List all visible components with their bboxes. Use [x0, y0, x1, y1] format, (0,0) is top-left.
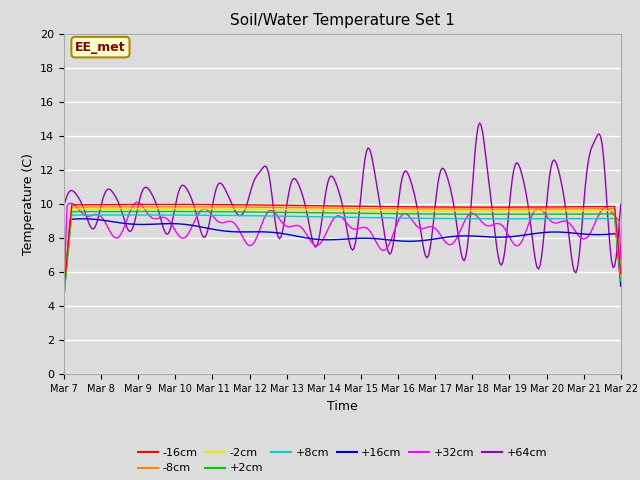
- X-axis label: Time: Time: [327, 400, 358, 413]
- Legend: -16cm, -8cm, -2cm, +2cm, +8cm, +16cm, +32cm, +64cm: -16cm, -8cm, -2cm, +2cm, +8cm, +16cm, +3…: [134, 444, 551, 478]
- Y-axis label: Temperature (C): Temperature (C): [22, 153, 35, 255]
- Text: EE_met: EE_met: [75, 41, 126, 54]
- Title: Soil/Water Temperature Set 1: Soil/Water Temperature Set 1: [230, 13, 455, 28]
